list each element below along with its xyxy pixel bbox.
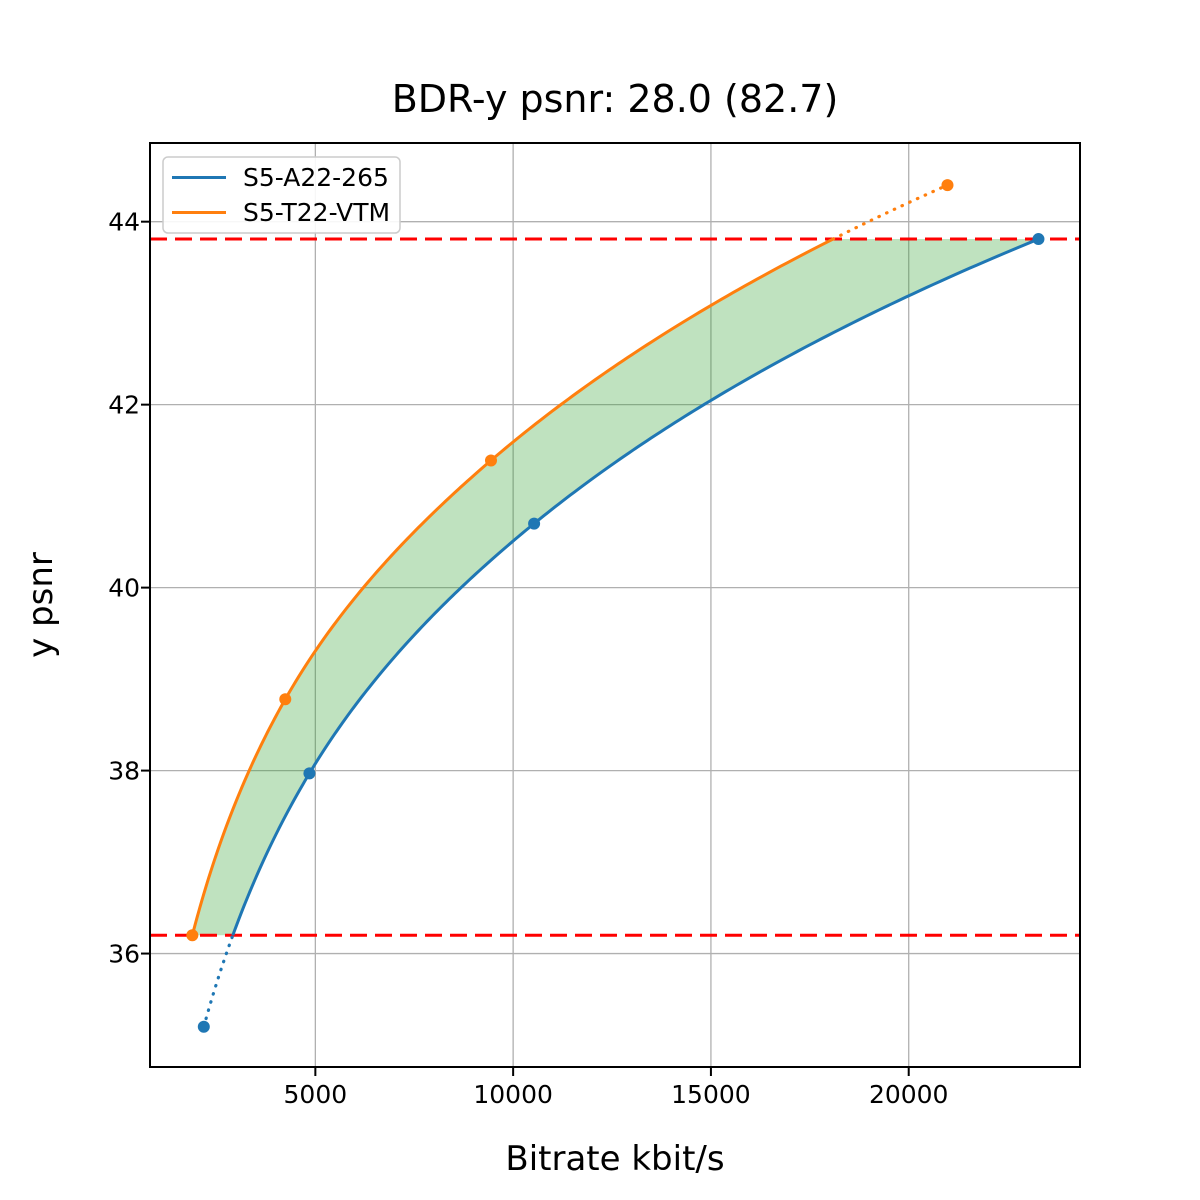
data-point-marker [197,1020,210,1033]
legend-label: S5-T22-VTM [243,198,390,227]
data-point-marker [303,767,316,780]
data-point-marker [279,693,292,706]
data-point-marker [528,517,541,530]
rd-curves [190,183,1040,1029]
series-line-S5-A22-265 [231,237,1040,936]
y-tick-label: 42 [108,391,140,420]
y-tick-label: 36 [108,940,140,969]
legend-label: S5-A22-265 [243,163,389,192]
series-line-S5-T22-VTM [190,237,834,936]
legend: S5-A22-265 S5-T22-VTM [162,156,401,234]
data-point-marker [1032,233,1045,246]
series-dotted-S5-T22-VTM [831,183,950,241]
x-tick-label: 20000 [869,1080,949,1109]
fill-between-area [192,239,1039,936]
axis-tick-labels: 5000 10000 15000 20000 36 38 40 42 44 [108,208,948,1109]
x-tick-label: 10000 [473,1080,553,1109]
psnr-bound-lines [150,237,1080,937]
axis-ticks [141,220,910,1076]
legend-entry-s5-a22-265: S5-A22-265 [172,163,389,192]
y-tick-label: 40 [108,574,140,603]
y-tick-label: 44 [108,208,140,237]
y-axis-label: y psnr [21,552,61,658]
plot-border [149,142,1081,1068]
legend-entry-s5-t22-vtm: S5-T22-VTM [172,198,390,227]
y-tick-label: 38 [108,757,140,786]
series-dotted-S5-A22-265 [202,933,235,1029]
x-tick-label: 15000 [671,1080,751,1109]
data-point-markers [186,179,1045,1033]
chart-title: BDR-y psnr: 28.0 (82.7) [392,77,839,121]
x-axis-label: Bitrate kbit/s [505,1139,724,1179]
data-point-marker [484,454,497,467]
data-point-marker [941,179,954,192]
data-point-marker [186,929,199,942]
x-tick-label: 5000 [284,1080,348,1109]
bd-shaded-area [192,239,1039,936]
